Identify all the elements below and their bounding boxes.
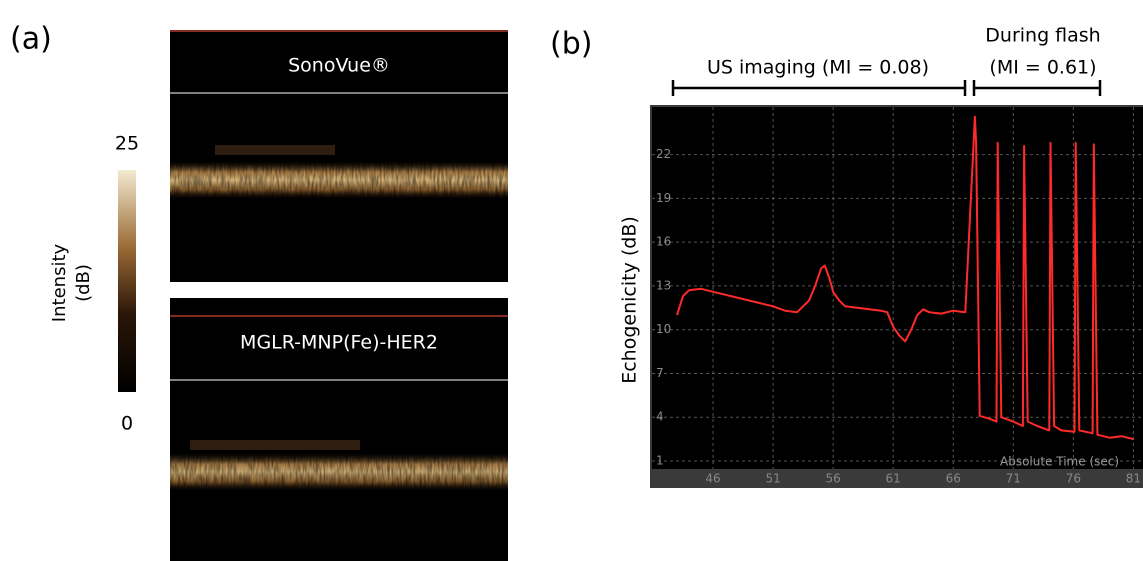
y-tick-label: 4 [656, 410, 664, 424]
x-tick-label: 71 [1006, 472, 1021, 486]
data-line [676, 115, 1134, 441]
x-tick-label: 56 [826, 472, 841, 486]
panel-label: (b) [550, 27, 592, 62]
annotation: US imaging (MI = 0.08) [707, 57, 929, 79]
colorbar-label: Intensity [49, 243, 70, 322]
plot: 1 4 7 10 13 16 19 22 46 51 56 61 66 71 76 81 Absolute Ti… [652, 107, 1143, 486]
plot-area [652, 107, 1143, 469]
x-tick-label: 76 [1066, 472, 1081, 486]
y-tick-label: 13 [656, 278, 671, 292]
y-tick-label: 1 [656, 454, 664, 468]
x-tick-label: 61 [886, 472, 901, 486]
colorbar-label: (dB) [73, 264, 94, 302]
x-tick-label: 51 [765, 472, 780, 486]
x-tick-label: 46 [705, 472, 720, 486]
image-title: MGLR-MNP(Fe)-HER2 [240, 332, 438, 354]
y-tick-label: 19 [656, 191, 671, 205]
x-axis-label: Absolute Time (sec) [1000, 455, 1119, 469]
colorbar-tick-label: 0 [121, 413, 133, 435]
colorbar [118, 170, 136, 392]
y-tick-label: 10 [656, 322, 671, 336]
colorbar-tick-label: 25 [115, 133, 139, 155]
x-tick-label: 81 [1126, 472, 1141, 486]
bracket [671, 80, 1102, 96]
y-tick-label: 22 [656, 147, 671, 161]
image-2 [170, 298, 508, 561]
y-tick-label: 7 [656, 366, 664, 380]
y-tick-label: 16 [656, 235, 671, 249]
y-axis-label: Echogenicity (dB) [619, 216, 641, 384]
panel-label: (a) [10, 22, 52, 57]
annotation: (MI = 0.61) [989, 57, 1096, 79]
annotation: During flash [985, 25, 1100, 47]
image-title: SonoVue® [288, 55, 390, 77]
x-tick-label: 66 [946, 472, 961, 486]
image-1 [170, 30, 508, 282]
